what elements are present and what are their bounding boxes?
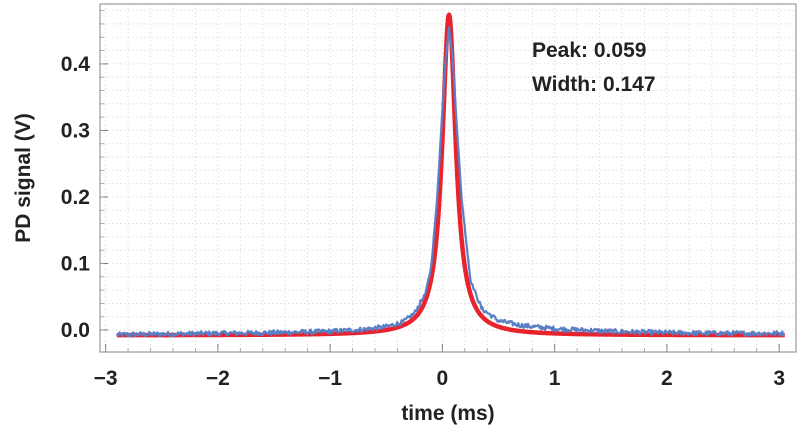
x-tick-label: 0 bbox=[437, 367, 449, 390]
curves bbox=[115, 12, 787, 338]
y-tick-label: 0.2 bbox=[61, 186, 90, 209]
y-tick-label: 0.3 bbox=[61, 119, 90, 142]
plot-frame bbox=[99, 3, 797, 353]
x-axis: −3 −2 −1 0 1 2 3 bbox=[94, 344, 785, 390]
y-tick-label: 0.4 bbox=[61, 53, 91, 76]
y-tick-label: 0.1 bbox=[61, 253, 91, 276]
grid-lines bbox=[100, 4, 796, 352]
measured-trace bbox=[115, 26, 785, 338]
x-tick-label: 2 bbox=[661, 367, 673, 390]
y-tick-label: 0.0 bbox=[61, 319, 90, 342]
x-tick-label: −2 bbox=[206, 367, 230, 390]
x-axis-label: time (ms) bbox=[401, 402, 494, 425]
fit-curve bbox=[115, 12, 787, 338]
x-tick-label: −1 bbox=[318, 367, 342, 390]
x-tick-label: 1 bbox=[549, 367, 561, 390]
width-annotation: Width: 0.147 bbox=[532, 73, 656, 96]
peak-annotation: Peak: 0.059 bbox=[532, 39, 646, 62]
x-tick-label: 3 bbox=[773, 367, 785, 390]
y-axis: 0.0 0.1 0.2 0.3 0.4 bbox=[61, 10, 108, 342]
y-axis-label: PD signal (V) bbox=[12, 113, 35, 243]
x-tick-label: −3 bbox=[94, 367, 118, 390]
